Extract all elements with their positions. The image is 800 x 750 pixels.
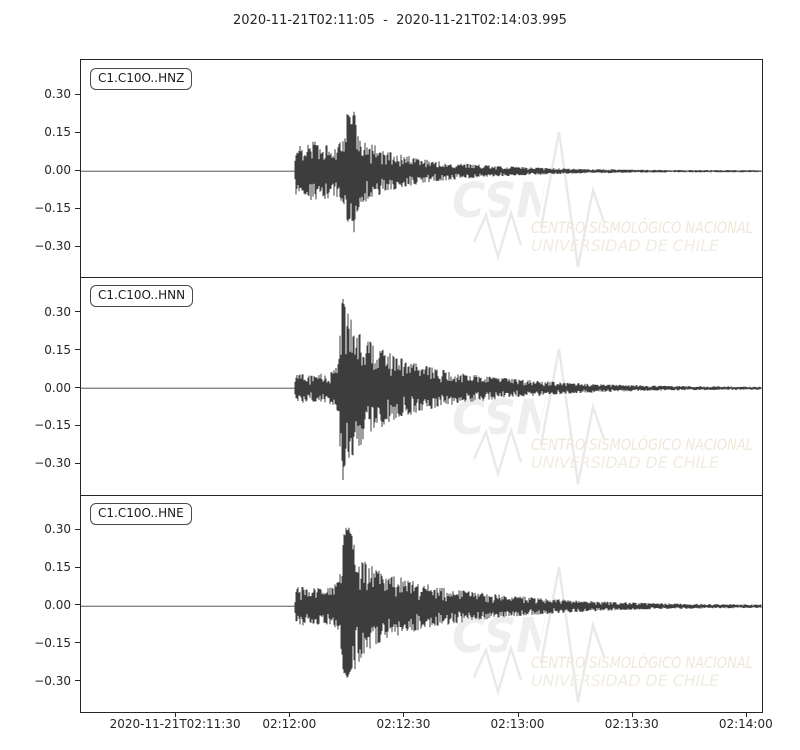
watermark-brand-text: CSN (452, 390, 554, 446)
trace-path-hnz (81, 111, 762, 233)
trace-path-hnn (81, 299, 762, 481)
y-tick-mark (75, 245, 80, 247)
y-tick-label: 0.15 (44, 125, 71, 140)
watermark-line1: CENTRO SISMOLÓGICO NACIONAL (531, 218, 753, 237)
waveform-hne (81, 527, 762, 678)
waveform-hnz (81, 111, 762, 233)
x-tick-label: 02:13:00 (490, 717, 545, 731)
watermark-brand-text: CSN (452, 608, 554, 664)
y-tick-label: 0.00 (44, 163, 71, 178)
y-tick-mark (75, 642, 80, 644)
y-tick-label: 0.30 (44, 304, 71, 319)
watermark-line2: UNIVERSIDAD DE CHILE (531, 453, 720, 472)
figure-title: 2020-11-21T02:11:05 - 2020-11-21T02:14:0… (233, 13, 567, 28)
y-tick-mark (75, 566, 80, 568)
y-tick-mark (75, 528, 80, 530)
x-tick-label: 02:14:00 (718, 717, 773, 731)
y-tick-label: 0.30 (44, 522, 71, 536)
x-tick-label: 02:12:30 (376, 717, 431, 731)
station-label-hnz: C1.C10O..HNZ (90, 68, 193, 90)
x-tick-mark (745, 712, 747, 717)
y-tick-mark (75, 169, 80, 171)
y-tick-label: −0.15 (34, 418, 71, 433)
trace-path-hne (81, 527, 762, 678)
station-label-hnn: C1.C10O..HNN (90, 285, 194, 308)
y-tick-label: 0.00 (44, 597, 71, 612)
watermark-brand-text: CSN (452, 173, 554, 229)
x-tick-mark (289, 712, 291, 717)
watermark-wave-spike-icon (539, 349, 606, 485)
watermark-wave-small-icon (472, 643, 523, 696)
x-tick-mark (175, 712, 177, 717)
watermark-wave-small-icon (472, 426, 523, 479)
station-label-hne: C1.C10O..HNE (90, 502, 192, 525)
y-tick-label: −0.30 (34, 239, 71, 253)
y-tick-mark (75, 93, 80, 95)
y-tick-label: −0.15 (34, 635, 71, 650)
watermark-wave-small-icon (472, 208, 523, 262)
x-tick-label: 02:12:00 (262, 717, 317, 731)
watermark-line2: UNIVERSIDAD DE CHILE (531, 671, 720, 690)
y-tick-mark (75, 424, 80, 426)
y-tick-mark (75, 131, 80, 133)
x-tick-mark (631, 712, 633, 717)
y-tick-mark (75, 349, 80, 351)
watermark-line2: UNIVERSIDAD DE CHILE (531, 236, 720, 255)
y-tick-mark (75, 462, 80, 464)
x-tick-label: 2020-11-21T02:11:30 (109, 717, 241, 731)
watermark-line1: CENTRO SISMOLÓGICO NACIONAL (531, 435, 753, 454)
y-tick-label: 0.15 (44, 342, 71, 357)
watermark-wave-spike-icon (539, 131, 606, 268)
x-tick-label: 02:13:30 (604, 717, 659, 731)
x-tick-mark (517, 712, 519, 717)
watermark-line1: CENTRO SISMOLÓGICO NACIONAL (531, 653, 753, 672)
y-tick-label: 0.00 (44, 380, 71, 395)
plot-frame: CSN CENTRO SISMOLÓGICO NACIONAL UNIVERSIDA… (80, 59, 763, 713)
watermark-wave-spike-icon (539, 566, 606, 702)
y-tick-label: 0.30 (44, 87, 71, 102)
subplot-hnz: CSN CENTRO SISMOLÓGICO NACIONAL UNIVERSIDA… (81, 60, 762, 279)
y-tick-label: −0.15 (34, 201, 71, 216)
y-tick-label: −0.30 (34, 456, 71, 471)
y-tick-mark (75, 604, 80, 606)
y-tick-mark (75, 387, 80, 388)
subplot-hnn: CSN CENTRO SISMOLÓGICO NACIONAL UNIVERSIDA… (81, 277, 762, 496)
waveform-hnn (81, 299, 762, 481)
y-tick-mark (75, 311, 80, 313)
x-tick-mark (403, 712, 405, 717)
y-tick-mark (75, 207, 80, 209)
subplot-hne: CSN CENTRO SISMOLÓGICO NACIONAL UNIVERSIDA… (81, 495, 762, 712)
y-tick-label: −0.30 (34, 673, 71, 688)
y-tick-label: 0.15 (44, 560, 71, 574)
y-tick-mark (75, 680, 80, 682)
